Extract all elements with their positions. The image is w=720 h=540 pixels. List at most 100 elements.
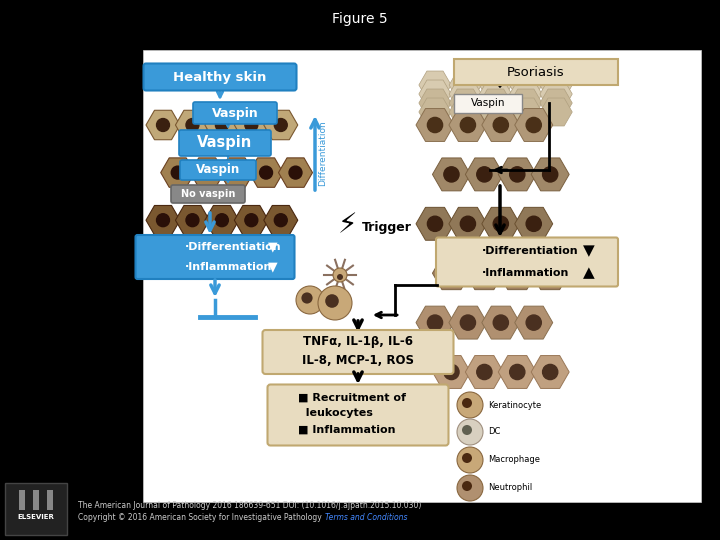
FancyBboxPatch shape (454, 93, 522, 112)
Circle shape (457, 392, 483, 418)
Text: Keratinocyte: Keratinocyte (488, 401, 541, 409)
Circle shape (510, 167, 525, 182)
Text: Neutrophil: Neutrophil (488, 483, 532, 492)
Circle shape (325, 294, 339, 308)
Circle shape (477, 266, 492, 281)
Text: TNFα, IL-1β, IL-6: TNFα, IL-1β, IL-6 (303, 335, 413, 348)
FancyBboxPatch shape (454, 59, 618, 85)
Text: The American Journal of Pathology 2016 186639-651 DOI: (10.1016/j.ajpath.2015.10: The American Journal of Pathology 2016 1… (78, 502, 421, 510)
Circle shape (457, 419, 483, 445)
Circle shape (493, 216, 508, 232)
FancyBboxPatch shape (263, 330, 454, 374)
Circle shape (460, 117, 475, 133)
FancyBboxPatch shape (268, 384, 449, 445)
Circle shape (156, 214, 169, 227)
Text: ▼: ▼ (268, 260, 278, 273)
Text: ELSEVIER: ELSEVIER (17, 514, 55, 520)
Bar (5, 483, 67, 535)
Text: Healthy skin: Healthy skin (174, 71, 266, 84)
Circle shape (510, 364, 525, 380)
Bar (143, 50, 701, 502)
Text: Psoriasis: Psoriasis (507, 65, 564, 78)
Bar (47, 490, 53, 510)
Text: Trigger: Trigger (362, 220, 412, 233)
Circle shape (543, 364, 558, 380)
Text: Figure 5: Figure 5 (332, 12, 388, 26)
Circle shape (477, 364, 492, 380)
Circle shape (318, 286, 352, 320)
FancyBboxPatch shape (179, 130, 271, 156)
Circle shape (428, 216, 443, 232)
Text: ·Differentiation: ·Differentiation (185, 242, 282, 252)
Circle shape (333, 268, 347, 282)
Text: ·Inflammation: ·Inflammation (482, 268, 570, 278)
Circle shape (444, 364, 459, 380)
Circle shape (462, 453, 472, 463)
Text: Vaspin: Vaspin (197, 136, 253, 151)
Circle shape (493, 117, 508, 133)
Circle shape (460, 216, 475, 232)
Text: ·Differentiation: ·Differentiation (482, 246, 579, 256)
Circle shape (337, 274, 343, 280)
FancyBboxPatch shape (180, 160, 256, 180)
Circle shape (302, 292, 312, 303)
Text: Differentiation: Differentiation (318, 120, 327, 186)
Circle shape (462, 481, 472, 491)
Text: ·Inflammation: ·Inflammation (185, 262, 272, 272)
Text: Vaspin: Vaspin (471, 98, 505, 108)
Bar (33, 490, 39, 510)
FancyBboxPatch shape (193, 102, 277, 124)
Circle shape (543, 167, 558, 182)
Text: ▼: ▼ (268, 240, 278, 253)
Circle shape (444, 167, 459, 182)
Circle shape (245, 214, 258, 227)
Circle shape (215, 214, 228, 227)
Circle shape (230, 166, 243, 179)
Circle shape (428, 117, 443, 133)
Text: Vaspin: Vaspin (212, 106, 258, 119)
Text: Macrophage: Macrophage (488, 456, 540, 464)
Circle shape (493, 315, 508, 330)
Circle shape (274, 119, 287, 131)
Circle shape (444, 266, 459, 281)
Bar (19, 490, 25, 510)
Text: ■ Inflammation: ■ Inflammation (298, 425, 395, 435)
Text: Terms and Conditions: Terms and Conditions (325, 514, 408, 523)
Text: No vaspin: No vaspin (181, 189, 235, 199)
Text: ▼: ▼ (583, 244, 595, 259)
Text: Vaspin: Vaspin (196, 164, 240, 177)
Circle shape (460, 315, 475, 330)
Circle shape (526, 117, 541, 133)
Circle shape (510, 266, 525, 281)
FancyBboxPatch shape (135, 235, 294, 279)
Circle shape (245, 119, 258, 131)
Circle shape (156, 119, 169, 131)
FancyBboxPatch shape (143, 64, 297, 91)
Circle shape (289, 166, 302, 179)
Circle shape (457, 475, 483, 501)
Text: IL-8, MCP-1, ROS: IL-8, MCP-1, ROS (302, 354, 414, 367)
Text: DC: DC (488, 428, 500, 436)
Circle shape (428, 315, 443, 330)
Text: Copyright © 2016 American Society for Investigative Pathology: Copyright © 2016 American Society for In… (78, 514, 324, 523)
Circle shape (543, 266, 558, 281)
Circle shape (274, 214, 287, 227)
Circle shape (260, 166, 272, 179)
Text: ⚡: ⚡ (337, 211, 356, 239)
Circle shape (477, 167, 492, 182)
Circle shape (215, 119, 228, 131)
Circle shape (462, 425, 472, 435)
FancyBboxPatch shape (171, 185, 245, 203)
FancyBboxPatch shape (436, 238, 618, 287)
Circle shape (526, 315, 541, 330)
Circle shape (186, 119, 199, 131)
Text: leukocytes: leukocytes (298, 408, 373, 418)
Circle shape (526, 216, 541, 232)
Circle shape (186, 214, 199, 227)
Circle shape (457, 447, 483, 473)
Circle shape (171, 166, 184, 179)
Circle shape (462, 398, 472, 408)
Circle shape (201, 166, 214, 179)
Text: ■ Recruitment of: ■ Recruitment of (298, 393, 406, 403)
Circle shape (296, 286, 324, 314)
